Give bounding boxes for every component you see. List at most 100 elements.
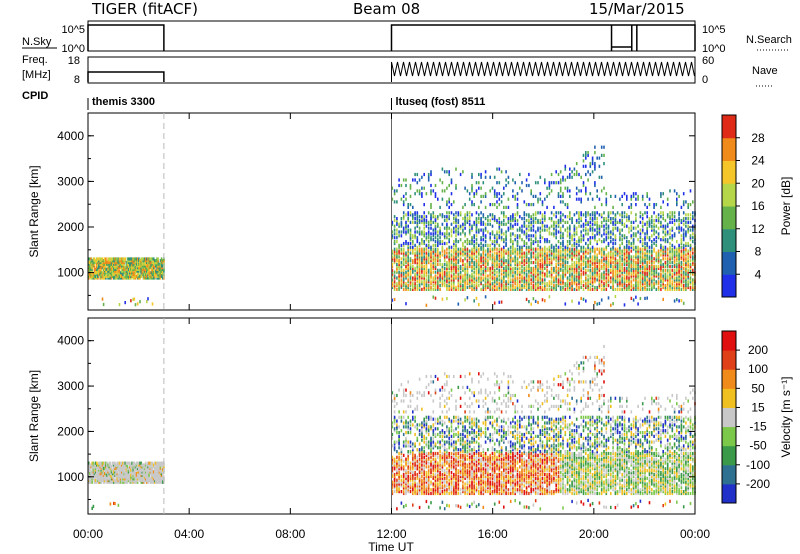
- power-cell: [557, 257, 560, 261]
- power-cell: [525, 226, 528, 230]
- power-cell: [133, 273, 136, 277]
- power-cell: [143, 259, 146, 263]
- power-cell: [619, 249, 621, 253]
- power-cell: [539, 255, 542, 259]
- power-cell: [151, 274, 154, 278]
- velocity-cell: [116, 480, 119, 484]
- power-cell: [646, 222, 648, 226]
- power-cell: [148, 276, 150, 280]
- power-cell: [541, 255, 544, 259]
- power-cell: [550, 251, 553, 255]
- power-cell: [159, 269, 162, 273]
- power-cell: [512, 268, 514, 272]
- power-cell: [129, 271, 131, 275]
- power-cell: [507, 266, 510, 270]
- power-cell: [614, 259, 617, 263]
- power-cell: [534, 284, 537, 288]
- power-cell: [548, 280, 551, 284]
- power-cell: [548, 261, 551, 265]
- power-cell: [459, 274, 462, 278]
- power-cell: [487, 247, 489, 251]
- power-cell: [571, 264, 573, 269]
- power-cell: [391, 270, 394, 274]
- power-cell: [91, 274, 93, 278]
- power-cell: [130, 259, 132, 263]
- power-cell: [655, 268, 658, 272]
- power-cell: [393, 276, 396, 280]
- power-cell: [498, 243, 501, 247]
- power-cell: [594, 278, 596, 282]
- power-cell: [448, 215, 450, 219]
- power-cell: [416, 268, 419, 272]
- power-cell: [126, 269, 129, 273]
- power-cell: [632, 284, 635, 288]
- power-cell: [96, 271, 98, 275]
- power-cell: [516, 259, 519, 263]
- power-cell: [416, 172, 419, 177]
- velocity-cell: [119, 480, 122, 484]
- power-cell: [471, 247, 473, 251]
- power-cell: [591, 274, 594, 278]
- power-cell: [646, 282, 648, 286]
- power-cell: [621, 228, 623, 232]
- velocity-cell: [100, 473, 103, 477]
- power-cell: [457, 280, 460, 284]
- power-cell: [525, 251, 528, 255]
- power-cell: [412, 205, 414, 209]
- power-cell: [559, 259, 562, 263]
- power-cell: [478, 230, 480, 234]
- power-cell: [142, 273, 145, 277]
- power-cell: [687, 251, 689, 255]
- power-cell: [484, 274, 487, 278]
- power-cell: [122, 260, 124, 265]
- power-cell: [614, 287, 617, 291]
- power-cell: [562, 218, 564, 223]
- power-cell: [594, 276, 596, 280]
- power-cell: [550, 253, 553, 257]
- power-cell: [493, 215, 496, 219]
- power-cell: [482, 276, 485, 280]
- power-cell: [391, 186, 394, 190]
- power-cell: [480, 259, 482, 263]
- power-cell: [464, 251, 466, 255]
- velocity-cell: [100, 478, 103, 483]
- nave-label: Nave: [752, 65, 778, 77]
- power-cell: [466, 296, 469, 300]
- velocity-cell: [100, 463, 103, 467]
- velocity-cell: [108, 470, 111, 474]
- power-cell: [635, 274, 637, 278]
- power-cell: [516, 197, 519, 201]
- power-cell: [569, 266, 571, 270]
- power-colorbar-swatch: [722, 183, 736, 207]
- power-cell: [416, 276, 419, 280]
- power-cell: [484, 282, 487, 286]
- power-cell: [396, 264, 398, 269]
- power-cell: [534, 234, 537, 238]
- power-cell: [412, 240, 414, 244]
- power-cell: [534, 261, 537, 265]
- power-cell: [107, 259, 109, 263]
- power-cell: [559, 200, 562, 204]
- power-cell: [637, 285, 639, 290]
- power-cell: [514, 266, 516, 270]
- power-cell: [409, 257, 412, 261]
- power-cell: [571, 259, 573, 263]
- power-cell: [482, 251, 485, 255]
- power-cell: [503, 240, 505, 244]
- power-cell: [580, 218, 582, 223]
- power-cell: [626, 276, 628, 280]
- power-cell: [621, 257, 623, 261]
- velocity-cell: [106, 475, 108, 479]
- power-cell: [146, 267, 148, 271]
- power-cell: [480, 280, 482, 284]
- power-cell: [146, 269, 148, 273]
- power-cell: [628, 251, 630, 255]
- power-cell: [133, 264, 136, 268]
- power-cell: [546, 253, 548, 257]
- power-cell: [154, 262, 156, 266]
- power-cell: [92, 264, 95, 268]
- power-cell: [121, 276, 123, 280]
- power-cell: [610, 218, 612, 223]
- power-cell: [641, 197, 644, 201]
- power-cell: [616, 262, 619, 267]
